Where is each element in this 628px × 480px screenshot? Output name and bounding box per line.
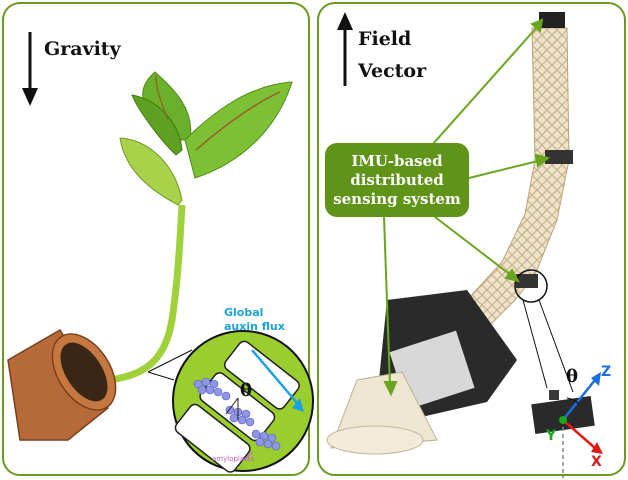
gravity-label: Gravity <box>44 38 121 60</box>
auxin-flux-label: Global auxin flux <box>224 306 285 333</box>
axis-z-label: Z <box>601 364 612 380</box>
amyloplast-label: amyloplasts <box>212 455 255 463</box>
theta-label-right: θ <box>566 366 579 387</box>
flower-pot <box>7 328 117 441</box>
callout-line-1: IMU-based <box>351 151 443 170</box>
soft-robot-illustration <box>326 12 603 478</box>
field-vector-arrow-icon <box>337 12 353 86</box>
gravity-arrow-icon <box>22 32 38 106</box>
theta-label-left: θ <box>240 380 253 401</box>
callout-line-3: sensing system <box>333 189 461 208</box>
auxin-flux-arrow <box>251 349 299 405</box>
leaf-top <box>119 71 293 206</box>
axis-y-label: Y <box>546 428 557 444</box>
imu-sensor-top <box>539 12 565 28</box>
imu-callout-box: IMU-based distributed sensing system <box>325 143 469 217</box>
imu-sensor-lower <box>516 274 538 288</box>
robot-base <box>326 290 517 455</box>
imu-sensor-middle <box>545 150 573 164</box>
cell-zoom-circle <box>172 330 314 473</box>
axis-x-label: X <box>591 454 602 470</box>
sensor-module-zoom <box>531 390 595 435</box>
callout-line-2: distributed <box>350 170 444 189</box>
plant-illustration <box>7 71 314 473</box>
plant-stem <box>94 204 186 388</box>
field-vector-label: Field Vector <box>358 28 427 82</box>
